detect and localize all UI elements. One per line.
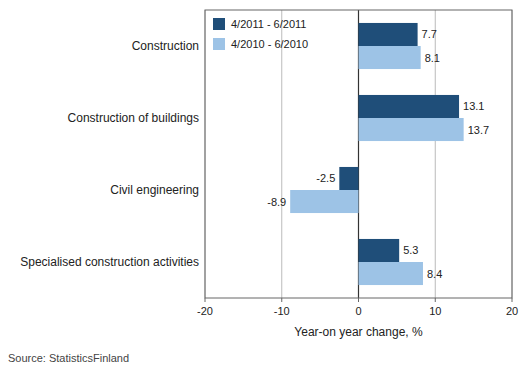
legend-swatch <box>213 38 225 50</box>
bar <box>359 46 421 69</box>
x-tick-label: 0 <box>355 305 361 317</box>
x-tick <box>358 298 359 302</box>
x-tick-label: -10 <box>274 305 290 317</box>
y-tick-label: Civil engineering <box>110 183 199 197</box>
x-tick <box>512 298 513 302</box>
x-tick <box>205 298 206 302</box>
x-tick-label: -20 <box>197 305 213 317</box>
bar <box>290 190 358 213</box>
grid-line <box>281 10 282 298</box>
y-tick-label: Specialised construction activities <box>20 255 199 269</box>
bar <box>359 239 400 262</box>
plot-frame <box>205 10 512 298</box>
x-tick <box>435 298 436 302</box>
data-label: 13.7 <box>468 124 489 136</box>
x-axis-label: Year-on year change, % <box>294 325 423 339</box>
bar <box>359 95 460 118</box>
data-labels: 7.7 8.1 13.1 13.7 -2.5 -8.9 5.3 8.4 <box>267 28 489 279</box>
legend-label: 4/2010 - 6/2010 <box>231 38 308 50</box>
bar <box>359 118 464 141</box>
data-label: 7.7 <box>422 28 437 40</box>
source-note: Source: StatisticsFinland <box>8 352 129 364</box>
legend: 4/2011 - 6/2011 4/2010 - 6/2010 <box>213 18 308 50</box>
bar <box>359 23 418 46</box>
y-tick-label: Construction <box>132 39 199 53</box>
data-label: 8.4 <box>427 268 442 280</box>
data-label: -8.9 <box>267 196 286 208</box>
bar <box>339 167 358 190</box>
chart: 7.7 8.1 13.1 13.7 -2.5 -8.9 5.3 8.4 Construction… <box>0 0 528 380</box>
data-label: -2.5 <box>316 172 335 184</box>
x-tick-label: 10 <box>429 305 441 317</box>
bar <box>359 262 423 285</box>
legend-swatch <box>213 18 225 30</box>
bars <box>290 23 463 285</box>
x-tick <box>281 298 282 302</box>
y-tick-label: Construction of buildings <box>68 111 199 125</box>
x-tick-label: 20 <box>506 305 518 317</box>
data-label: 13.1 <box>463 100 484 112</box>
data-label: 8.1 <box>425 52 440 64</box>
data-label: 5.3 <box>403 244 418 256</box>
legend-label: 4/2011 - 6/2011 <box>231 18 306 30</box>
